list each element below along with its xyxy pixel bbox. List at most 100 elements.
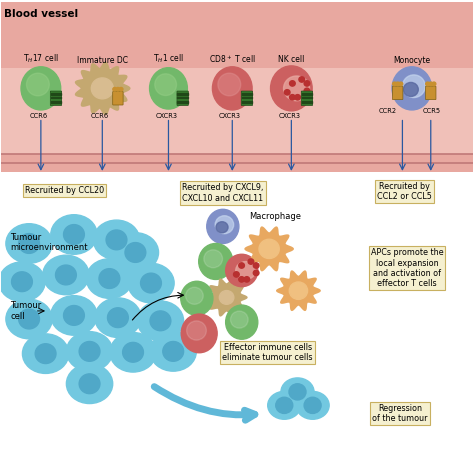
Ellipse shape: [66, 364, 113, 404]
Circle shape: [99, 269, 120, 289]
Text: Recruited by
CCL2 or CCL5: Recruited by CCL2 or CCL5: [377, 182, 432, 201]
Circle shape: [239, 263, 245, 268]
Ellipse shape: [181, 314, 217, 353]
Ellipse shape: [215, 216, 234, 234]
Ellipse shape: [230, 311, 248, 328]
Circle shape: [119, 87, 123, 91]
Bar: [0, 2, 474, 171]
Ellipse shape: [6, 224, 52, 263]
Circle shape: [253, 270, 259, 276]
Ellipse shape: [95, 298, 141, 337]
Bar: [242, 93, 252, 95]
Bar: [242, 97, 252, 98]
Ellipse shape: [236, 262, 256, 279]
Text: Recruited by CXCL9,
CXCL10 and CXCL11: Recruited by CXCL9, CXCL10 and CXCL11: [182, 184, 264, 203]
FancyBboxPatch shape: [426, 86, 436, 100]
Ellipse shape: [21, 67, 61, 110]
Text: CXCR3: CXCR3: [279, 113, 301, 119]
Ellipse shape: [181, 281, 213, 315]
Ellipse shape: [51, 296, 97, 335]
Ellipse shape: [199, 244, 233, 280]
Polygon shape: [206, 278, 248, 317]
Ellipse shape: [186, 287, 203, 304]
Ellipse shape: [66, 331, 113, 371]
Text: Immature DC: Immature DC: [77, 55, 128, 64]
Circle shape: [35, 344, 56, 364]
Text: CXCR3: CXCR3: [156, 113, 178, 119]
Ellipse shape: [271, 66, 312, 111]
Ellipse shape: [27, 73, 49, 96]
Bar: [51, 101, 61, 102]
Ellipse shape: [403, 83, 419, 97]
Circle shape: [79, 374, 100, 394]
Circle shape: [55, 265, 76, 285]
Circle shape: [304, 81, 310, 86]
Bar: [242, 101, 252, 102]
Text: Tumour
cell: Tumour cell: [10, 301, 41, 321]
Circle shape: [426, 82, 429, 86]
Bar: [177, 97, 188, 98]
Circle shape: [219, 290, 234, 304]
Text: NK cell: NK cell: [278, 55, 304, 64]
Circle shape: [239, 276, 245, 282]
Ellipse shape: [402, 75, 425, 97]
Ellipse shape: [226, 305, 258, 339]
FancyBboxPatch shape: [241, 91, 253, 106]
Text: Regression
of the tumour: Regression of the tumour: [372, 404, 428, 423]
Text: Effector immune cells
eliminate tumour cells: Effector immune cells eliminate tumour c…: [222, 343, 313, 362]
Ellipse shape: [296, 391, 329, 419]
Bar: [177, 101, 188, 102]
Bar: [302, 101, 312, 102]
Polygon shape: [75, 62, 130, 115]
Text: CCR5: CCR5: [422, 108, 440, 114]
Circle shape: [276, 397, 293, 414]
Bar: [302, 97, 312, 98]
Bar: [51, 93, 61, 95]
Circle shape: [432, 82, 436, 86]
Circle shape: [125, 243, 146, 262]
Ellipse shape: [281, 378, 314, 406]
Circle shape: [289, 384, 306, 400]
Circle shape: [299, 77, 305, 82]
Text: CXCR3: CXCR3: [219, 113, 241, 119]
Ellipse shape: [150, 331, 196, 371]
Ellipse shape: [51, 215, 97, 254]
Ellipse shape: [86, 259, 133, 299]
Circle shape: [304, 397, 321, 414]
Ellipse shape: [283, 76, 310, 101]
Circle shape: [116, 87, 120, 91]
Bar: [51, 97, 61, 98]
Text: Monocyte: Monocyte: [393, 55, 430, 64]
Circle shape: [284, 90, 290, 95]
Text: Blood vessel: Blood vessel: [4, 9, 79, 19]
Circle shape: [79, 341, 100, 361]
Circle shape: [141, 273, 161, 293]
Polygon shape: [244, 226, 294, 272]
Circle shape: [123, 342, 144, 362]
Circle shape: [18, 234, 39, 253]
Ellipse shape: [0, 262, 45, 301]
Ellipse shape: [268, 391, 301, 419]
Circle shape: [253, 263, 259, 268]
Circle shape: [163, 341, 183, 361]
Text: CCR6: CCR6: [91, 113, 109, 119]
Circle shape: [259, 239, 279, 258]
Circle shape: [392, 82, 396, 86]
Bar: [302, 93, 312, 95]
FancyBboxPatch shape: [301, 91, 313, 106]
Ellipse shape: [155, 74, 176, 96]
Circle shape: [289, 282, 308, 299]
Ellipse shape: [93, 220, 140, 260]
Circle shape: [18, 309, 39, 329]
Ellipse shape: [392, 67, 432, 110]
Circle shape: [248, 259, 254, 264]
Text: CCR6: CCR6: [30, 113, 48, 119]
Ellipse shape: [128, 263, 174, 303]
Ellipse shape: [112, 233, 158, 272]
Ellipse shape: [137, 301, 183, 341]
Text: Recruited by CCL20: Recruited by CCL20: [25, 186, 104, 195]
Text: APCs promote the
local expansion
and activation of
effector T cells: APCs promote the local expansion and act…: [371, 248, 444, 288]
Circle shape: [290, 95, 295, 100]
FancyBboxPatch shape: [177, 91, 188, 106]
Ellipse shape: [150, 68, 187, 109]
